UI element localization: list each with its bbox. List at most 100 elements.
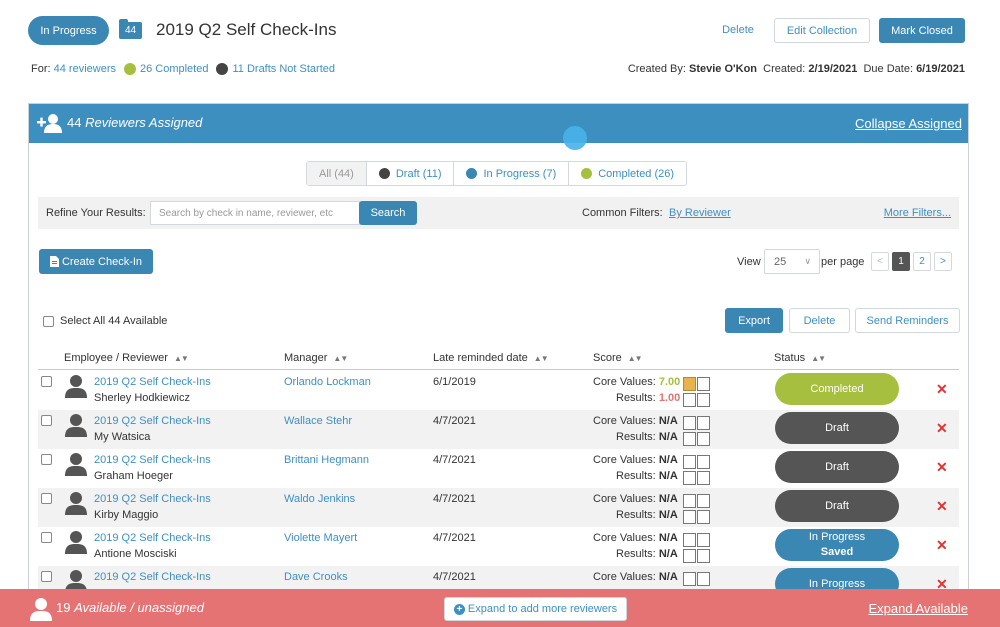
export-button[interactable]: Export	[725, 308, 783, 333]
remove-icon[interactable]: ✕	[936, 420, 948, 436]
tab-draft[interactable]: Draft (11)	[367, 162, 455, 185]
table-row: 2019 Q2 Self Check-Ins My Watsica Wallac…	[38, 410, 959, 449]
manager-link[interactable]: Brittani Hegmann	[284, 454, 369, 466]
manager-link[interactable]: Waldo Jenkins	[284, 493, 356, 505]
check-in-link[interactable]: 2019 Q2 Self Check-Ins	[94, 532, 211, 544]
expand-add-reviewers-button[interactable]: + Expand to add more reviewers	[444, 597, 627, 621]
create-check-in-button[interactable]: Create Check-In	[39, 249, 153, 274]
due-label: Due Date:	[863, 63, 913, 75]
created-by-value: Stevie O'Kon	[688, 63, 758, 75]
by-reviewer-filter-link[interactable]: By Reviewer	[669, 207, 731, 219]
col-manager[interactable]: Manager ▲▼	[284, 352, 348, 364]
folder-count-icon: 44	[119, 19, 142, 39]
status-button[interactable]: Draft	[775, 412, 899, 444]
expand-add-reviewers-label: Expand to add more reviewers	[467, 603, 618, 615]
row-checkbox[interactable]	[41, 415, 52, 426]
col-employee-reviewer[interactable]: Employee / Reviewer ▲▼	[64, 352, 189, 364]
row-checkbox[interactable]	[41, 454, 52, 465]
refine-label: Refine Your Results:	[46, 207, 146, 219]
tab-all[interactable]: All (44)	[307, 162, 367, 185]
delete-collection-button[interactable]: Delete	[722, 24, 754, 36]
created-meta: Created By: Stevie O'Kon Created: 2/19/2…	[628, 63, 965, 75]
check-in-link[interactable]: 2019 Q2 Self Check-Ins	[94, 376, 211, 388]
drafts-link[interactable]: 11 Drafts Not Started	[232, 63, 335, 75]
remove-icon[interactable]: ✕	[936, 459, 948, 475]
completed-dot-icon	[581, 168, 593, 179]
check-in-link[interactable]: 2019 Q2 Self Check-Ins	[94, 493, 211, 505]
employee-name: My Watsica	[94, 431, 151, 443]
pagination: < 1 2 >	[871, 252, 952, 271]
page-1-button[interactable]: 1	[892, 252, 910, 271]
row-checkbox[interactable]	[41, 571, 52, 582]
send-reminders-button[interactable]: Send Reminders	[855, 308, 960, 333]
results-score: Results: N/A	[616, 548, 678, 560]
available-count: 19	[56, 600, 71, 615]
reminded-date: 4/7/2021	[433, 454, 476, 466]
col-late-reminded-date[interactable]: Late reminded date ▲▼	[433, 352, 549, 364]
remove-icon[interactable]: ✕	[936, 576, 948, 592]
core-values-boxes	[683, 377, 710, 391]
create-check-in-label: Create Check-In	[61, 255, 143, 268]
collapse-assigned-link[interactable]: Collapse Assigned	[855, 116, 962, 131]
page-prev-button[interactable]: <	[871, 252, 889, 271]
core-values-boxes	[683, 572, 710, 586]
delete-selected-button[interactable]: Delete	[789, 308, 850, 333]
core-values-score: Core Values: N/A	[593, 454, 678, 466]
expand-available-link[interactable]: Expand Available	[868, 601, 968, 616]
check-in-link[interactable]: 2019 Q2 Self Check-Ins	[94, 571, 211, 583]
row-checkbox[interactable]	[41, 532, 52, 543]
completed-dot-icon	[123, 63, 136, 75]
reviewers-link[interactable]: 44 reviewers	[53, 63, 116, 75]
status-button[interactable]: Draft	[775, 451, 899, 483]
more-filters-link[interactable]: More Filters...	[883, 207, 951, 219]
status-filter-tabs: All (44) Draft (11) In Progress (7) Comp…	[306, 161, 688, 186]
page-next-button[interactable]: >	[934, 252, 952, 271]
view-label: View	[737, 256, 761, 268]
core-values-score: Core Values: N/A	[593, 532, 678, 544]
chevron-down-icon: ∨	[804, 256, 811, 266]
search-button[interactable]: Search	[359, 201, 417, 225]
per-page-select[interactable]: 25 ∨	[764, 249, 820, 274]
assigned-title-text: Reviewers Assigned	[85, 115, 203, 130]
col-score[interactable]: Score ▲▼	[593, 352, 643, 364]
table-row: 2019 Q2 Self Check-Ins Graham Hoeger Bri…	[38, 449, 959, 488]
check-in-link[interactable]: 2019 Q2 Self Check-Ins	[94, 415, 211, 427]
row-checkbox[interactable]	[41, 376, 52, 387]
avatar-icon	[65, 531, 87, 554]
results-boxes	[683, 471, 710, 485]
mark-closed-button[interactable]: Mark Closed	[879, 18, 965, 43]
tab-in-progress[interactable]: In Progress (7)	[454, 162, 570, 185]
select-all-checkbox[interactable]	[43, 315, 54, 327]
mouse-cursor-indicator	[563, 126, 587, 150]
collection-status-pill[interactable]: In Progress	[28, 16, 109, 45]
assigned-panel-header: 44 Reviewers Assigned Collapse Assigned	[29, 104, 968, 150]
col-status[interactable]: Status ▲▼	[774, 352, 826, 364]
created-label: Created:	[763, 63, 806, 75]
for-label: For:	[31, 63, 51, 75]
for-summary: For: 44 reviewers 26 Completed 11 Drafts…	[31, 63, 335, 75]
remove-icon[interactable]: ✕	[936, 498, 948, 514]
page-2-button[interactable]: 2	[913, 252, 931, 271]
reminded-date: 4/7/2021	[433, 493, 476, 505]
row-checkbox[interactable]	[41, 493, 52, 504]
due-value: 6/19/2021	[916, 63, 965, 75]
remove-icon[interactable]: ✕	[936, 537, 948, 553]
employee-name: Antione Mosciski	[94, 548, 177, 560]
remove-icon[interactable]: ✕	[936, 381, 948, 397]
tab-completed[interactable]: Completed (26)	[569, 162, 686, 185]
manager-link[interactable]: Violette Mayert	[284, 532, 358, 544]
status-button[interactable]: In Progress Saved	[775, 529, 899, 561]
edit-collection-button[interactable]: Edit Collection	[774, 18, 870, 43]
status-button[interactable]: Completed	[775, 373, 899, 405]
table-row: 2019 Q2 Self Check-Ins Antione Mosciski …	[38, 527, 959, 566]
status-button[interactable]: Draft	[775, 490, 899, 522]
sort-icon: ▲▼	[627, 354, 643, 363]
manager-link[interactable]: Orlando Lockman	[284, 376, 371, 388]
check-in-link[interactable]: 2019 Q2 Self Check-Ins	[94, 454, 211, 466]
per-page-label: per page	[821, 256, 865, 268]
reminded-date: 4/7/2021	[433, 415, 476, 427]
completed-link[interactable]: 26 Completed	[139, 63, 209, 75]
search-input[interactable]: Search by check in name, reviewer, etc	[150, 201, 360, 225]
manager-link[interactable]: Wallace Stehr	[284, 415, 353, 427]
manager-link[interactable]: Dave Crooks	[284, 571, 348, 583]
